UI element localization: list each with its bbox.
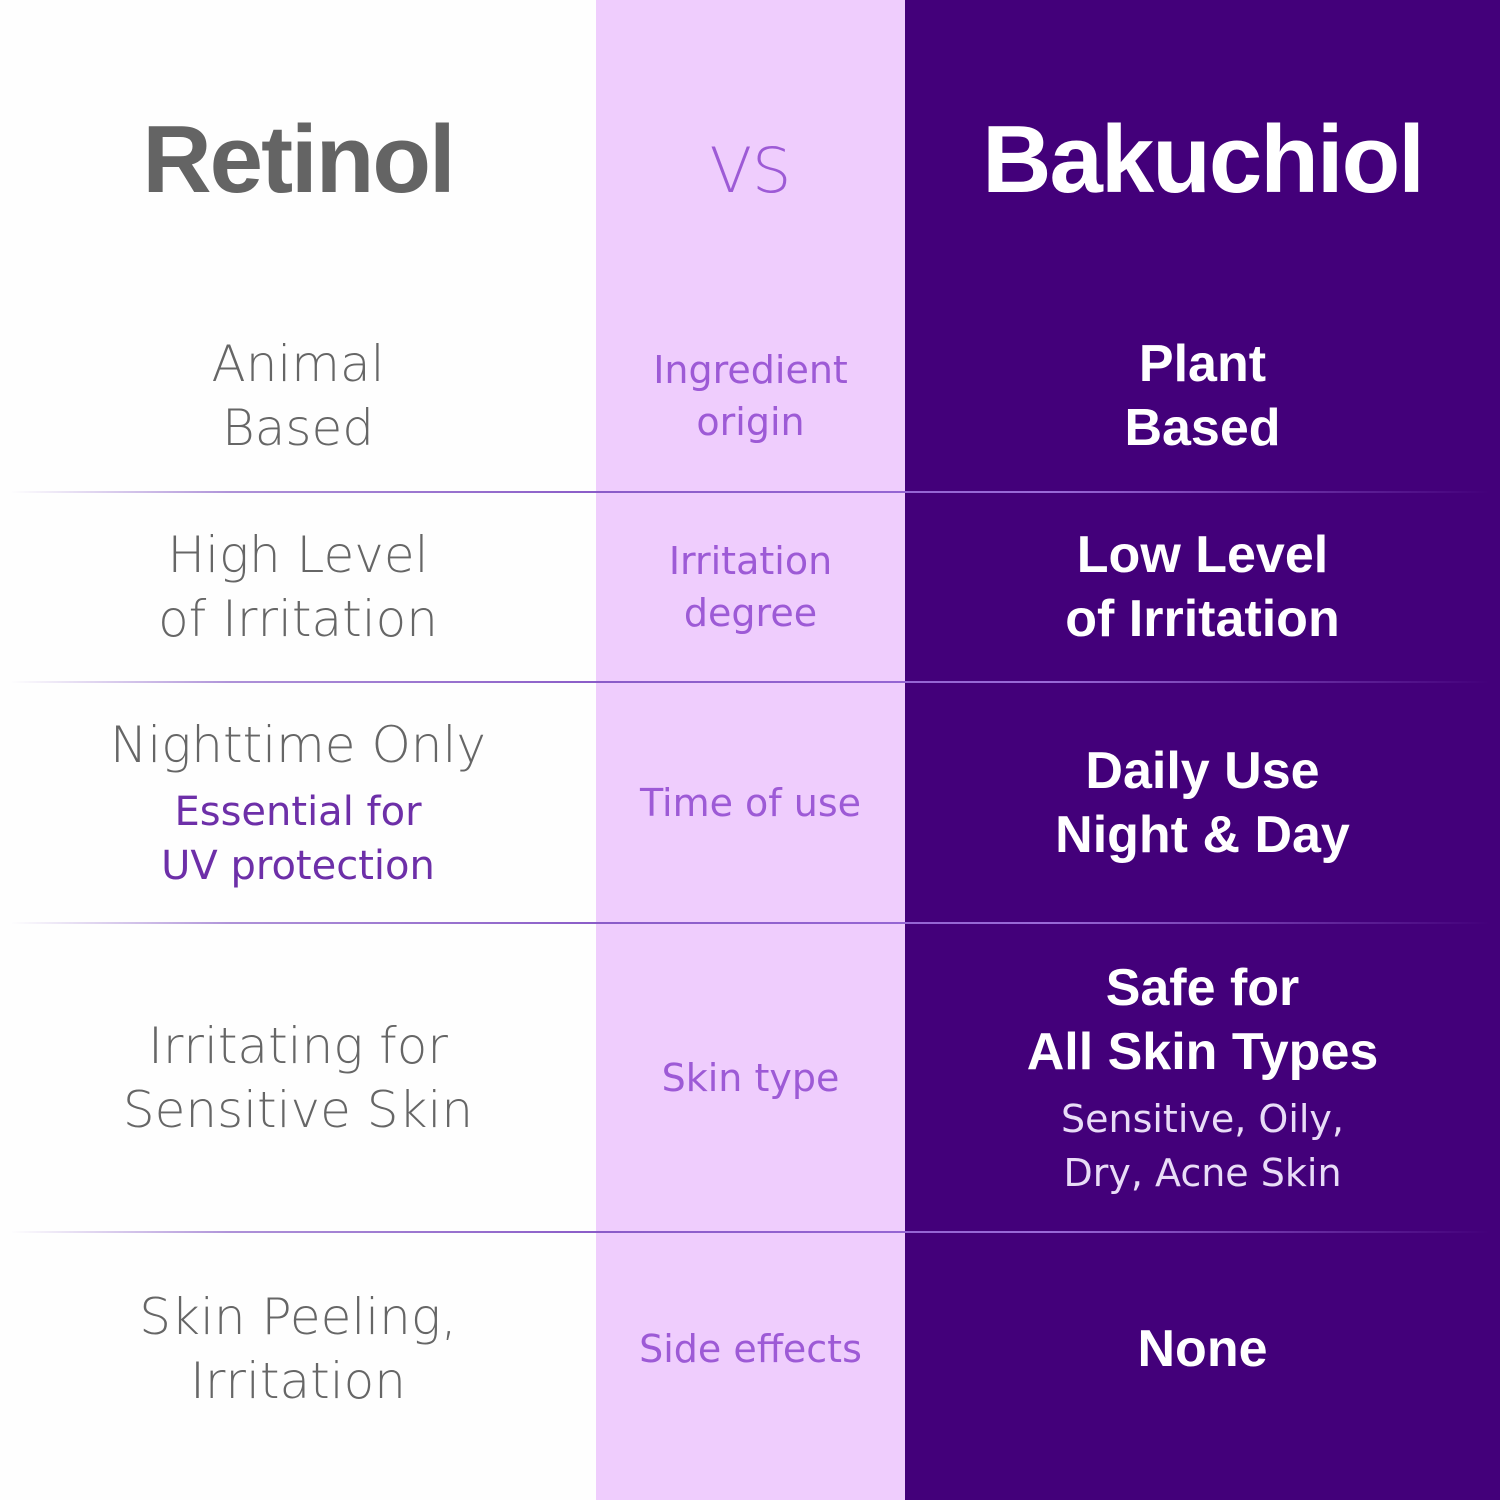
vs-label: VS <box>709 133 792 207</box>
criterion-cell-text: Irritation <box>668 539 833 583</box>
bakuchiol-cell: None <box>905 1232 1500 1465</box>
bakuchiol-cell-text: Night & Day <box>1055 805 1350 864</box>
row-divider <box>10 922 1490 924</box>
row-divider <box>10 681 1490 683</box>
criterion-cell: Side effects <box>596 1232 905 1465</box>
retinol-cell: High Level of Irritation <box>0 492 596 682</box>
bakuchiol-cell: Safe for All Skin Types Sensitive, Oily, Dr… <box>905 923 1500 1232</box>
criterion-cell: Ingredient origin <box>596 300 905 492</box>
bakuchiol-title: Bakuchiol <box>982 106 1425 213</box>
criterion-cell-text: Time of use <box>639 780 862 825</box>
retinol-cell-subtext: Essential for <box>174 788 422 835</box>
criterion-cell: Irritation degree <box>596 492 905 682</box>
retinol-cell-text: High Level <box>167 526 429 584</box>
bakuchiol-title-cell: Bakuchiol <box>905 60 1500 260</box>
retinol-title: Retinol <box>142 106 455 213</box>
criterion-cell-text: degree <box>683 591 818 635</box>
row-divider <box>10 1231 1490 1233</box>
retinol-cell: Nighttime Only Essential for UV protection <box>0 682 596 923</box>
criterion-cell-text: origin <box>696 400 805 444</box>
bakuchiol-cell-text: Daily Use <box>1085 741 1320 800</box>
criterion-cell: Skin type <box>596 923 905 1232</box>
bakuchiol-cell-text: of Irritation <box>1065 590 1340 648</box>
retinol-cell-text: of Irritation <box>158 590 438 648</box>
bakuchiol-cell-text: Low Level <box>1076 526 1329 584</box>
bakuchiol-cell-text: Based <box>1124 399 1281 457</box>
retinol-cell-text: Nighttime Only <box>110 715 486 774</box>
retinol-cell: Irritating for Sensitive Skin <box>0 923 596 1232</box>
retinol-cell-text: Irritating for <box>148 1016 448 1075</box>
bakuchiol-cell: Daily Use Night & Day <box>905 682 1500 923</box>
retinol-cell-text: Irritation <box>190 1351 406 1410</box>
retinol-title-cell: Retinol <box>0 60 596 260</box>
bakuchiol-cell-text: Plant <box>1138 335 1267 393</box>
retinol-cell-text: Animal <box>211 335 385 393</box>
retinol-cell-subtext: UV protection <box>161 842 435 889</box>
bakuchiol-cell-text: Safe for <box>1105 958 1300 1017</box>
retinol-cell-text: Sensitive Skin <box>122 1080 474 1139</box>
bakuchiol-cell-text: None <box>1137 1319 1268 1378</box>
retinol-cell: Animal Based <box>0 300 596 492</box>
criterion-cell-text: Side effects <box>639 1326 862 1371</box>
criteria-column <box>596 0 905 1500</box>
criterion-cell: Time of use <box>596 682 905 923</box>
criterion-cell-text: Skin type <box>661 1055 840 1100</box>
vs-cell: VS <box>596 70 905 270</box>
criterion-cell-text: Ingredient <box>653 348 848 392</box>
bakuchiol-column <box>905 0 1500 1500</box>
retinol-cell-text: Based <box>222 399 374 457</box>
bakuchiol-cell: Low Level of Irritation <box>905 492 1500 682</box>
row-divider <box>10 491 1490 493</box>
bakuchiol-cell-subtext: Sensitive, Oily, <box>1060 1096 1344 1141</box>
bakuchiol-cell-text: All Skin Types <box>1026 1022 1379 1081</box>
retinol-cell-text: Skin Peeling, <box>139 1287 457 1346</box>
retinol-cell: Skin Peeling, Irritation <box>0 1232 596 1465</box>
bakuchiol-cell: Plant Based <box>905 300 1500 492</box>
bakuchiol-cell-subtext: Dry, Acne Skin <box>1063 1150 1342 1195</box>
